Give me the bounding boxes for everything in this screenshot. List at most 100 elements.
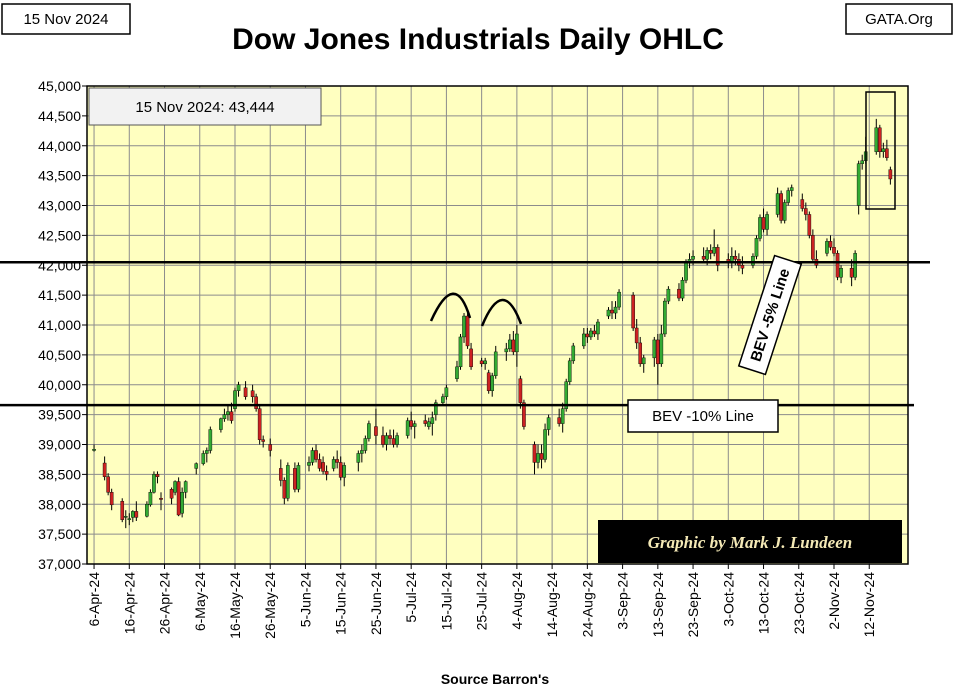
ohlc-body: [511, 339, 516, 353]
ohlc-body: [169, 489, 174, 499]
ohlc-bar: [712, 229, 717, 257]
ohlc-bar: [680, 277, 685, 302]
ohlc-bar: [173, 480, 177, 496]
ohlc-body: [560, 408, 565, 424]
ohlc-bar: [800, 193, 805, 212]
x-tick-label: 4-Aug-24: [509, 572, 525, 630]
ohlc-body: [486, 372, 491, 391]
ohlc-bar: [532, 441, 537, 475]
ohlc-bar: [811, 229, 815, 263]
ohlc-bar: [180, 487, 184, 518]
ohlc-bar: [423, 414, 428, 427]
ohlc-body: [342, 465, 347, 478]
ohlc-bar: [388, 429, 392, 445]
y-tick-label: 37,500: [38, 526, 81, 542]
ohlc-body: [134, 511, 139, 518]
ohlc-body: [733, 256, 738, 260]
ohlc-body: [205, 450, 209, 454]
ohlc-body: [853, 253, 857, 278]
ohlc-bar: [508, 333, 512, 352]
ohlc-body: [708, 250, 713, 254]
ohlc-body: [243, 387, 248, 397]
ohlc-bar: [775, 187, 780, 218]
x-tick-label: 3-Oct-24: [720, 572, 736, 627]
ohlc-bar: [374, 408, 378, 445]
ohlc-body: [335, 459, 339, 463]
ohlc-bar: [278, 459, 283, 487]
ohlc-bar: [250, 384, 255, 403]
ohlc-bar: [786, 187, 790, 206]
ohlc-body: [409, 420, 413, 427]
x-axis-title: Source Barron's: [441, 671, 550, 687]
ohlc-body: [229, 411, 234, 421]
ohlc-body: [659, 333, 664, 365]
ohlc-bar: [127, 513, 132, 526]
ohlc-body: [592, 330, 597, 335]
ohlc-bar: [412, 420, 417, 439]
ohlc-bar: [226, 405, 230, 421]
ohlc-bar: [293, 462, 297, 493]
ohlc-body: [469, 348, 473, 368]
ohlc-bar: [296, 462, 301, 493]
ohlc-bar: [543, 423, 547, 463]
recent-high-box: [865, 91, 896, 210]
ohlc-bar: [102, 456, 107, 481]
x-tick-label: 15-Jul-24: [438, 572, 454, 631]
bev-5-label-box: [737, 254, 803, 376]
x-tick-label: 16-Apr-24: [121, 572, 137, 634]
ohlc-body: [684, 262, 688, 281]
ohlc-body: [426, 421, 431, 427]
ohlc-body: [430, 417, 435, 424]
last-close-frame: [88, 87, 322, 126]
ohlc-bar: [310, 447, 315, 466]
ohlc-body: [641, 357, 646, 365]
bev-10-label-text: BEV -10% Line: [652, 408, 754, 425]
ohlc-bar: [860, 154, 864, 170]
ohlc-bar: [338, 456, 343, 481]
ohlc-bar: [261, 435, 265, 448]
x-tick-label: 24-Aug-24: [579, 572, 595, 638]
ohlc-bar: [208, 426, 213, 454]
ohlc-bar: [257, 405, 262, 445]
ohlc-bar: [479, 357, 484, 367]
y-tick-label: 38,500: [38, 466, 81, 482]
ohlc-body: [462, 315, 466, 338]
ohlc-bar: [666, 286, 671, 305]
credit-frame: [598, 520, 902, 563]
ohlc-body: [856, 163, 861, 206]
ohlc-bar: [106, 473, 110, 496]
ohlc-body: [176, 481, 181, 516]
ohlc-bar: [381, 426, 385, 448]
y-tick-label: 44,500: [38, 108, 81, 124]
ohlc-body: [455, 366, 459, 379]
ohlc-body: [405, 420, 410, 436]
ohlc-bar: [888, 166, 893, 185]
ohlc-bar: [430, 411, 435, 436]
ohlc-body: [106, 476, 110, 493]
ohlc-body: [539, 453, 544, 460]
x-tick-label: 23-Oct-24: [791, 572, 807, 634]
ohlc-body: [782, 202, 787, 221]
ohlc-body: [761, 217, 766, 230]
ohlc-body: [786, 190, 790, 203]
ohlc-body: [543, 429, 547, 460]
ohlc-bar: [715, 244, 720, 272]
ohlc-body: [680, 279, 685, 299]
ohlc-bar: [426, 417, 431, 430]
ohlc-bar: [758, 214, 762, 242]
ohlc-bar: [384, 432, 389, 451]
ohlc-bar: [254, 393, 258, 412]
x-tick-label: 13-Oct-24: [756, 572, 772, 634]
site-label-box: [845, 3, 953, 35]
ohlc-bar: [606, 307, 611, 320]
ohlc-body: [381, 435, 385, 445]
ohlc-bar: [652, 336, 657, 367]
ohlc-body: [888, 169, 893, 180]
ohlc-body: [286, 465, 290, 499]
ohlc-bar: [613, 301, 618, 320]
ohlc-bar: [155, 471, 160, 484]
x-tick-label: 25-Jul-24: [474, 572, 490, 631]
x-tick-label: 26-May-24: [262, 572, 278, 639]
ohlc-bar: [391, 429, 396, 448]
credit-text: Graphic by Mark J. Lundeen: [648, 533, 852, 552]
